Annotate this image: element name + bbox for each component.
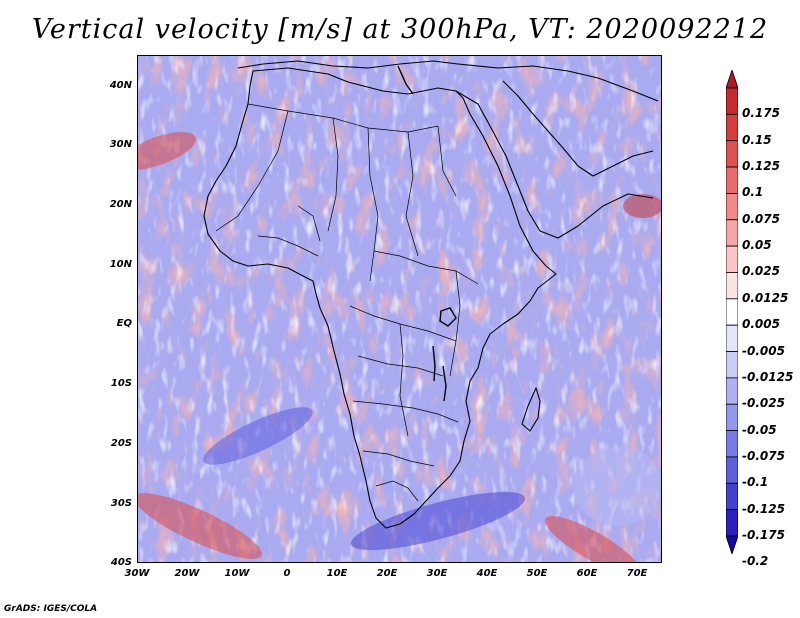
lat-tick-20n: 20N	[109, 199, 132, 210]
colorbar-label: 0.005	[742, 317, 780, 332]
colorbar-label: -0.005	[742, 343, 785, 358]
colorbar-label: 0.125	[742, 159, 780, 174]
colorbar-swatch	[726, 509, 738, 537]
lon-tick-40e: 40E	[476, 568, 498, 579]
colorbar-swatch	[726, 113, 738, 142]
colorbar-swatch	[726, 456, 738, 484]
colorbar-label: -0.125	[742, 501, 785, 516]
colorbar-label: 0.1	[742, 185, 764, 200]
colorbar	[726, 70, 738, 554]
lat-tick-30s: 30S	[110, 498, 132, 509]
colorbar-swatch	[726, 272, 738, 300]
colorbar-label: -0.05	[742, 422, 777, 437]
colorbar-swatch	[726, 70, 738, 89]
vertical-velocity-field	[138, 56, 661, 562]
colorbar-label: 0.025	[742, 264, 780, 279]
colorbar-swatch	[726, 193, 738, 221]
colorbar-swatch	[726, 140, 738, 168]
map-panel	[137, 55, 662, 563]
country-borders	[215, 103, 479, 502]
colorbar-swatch	[726, 403, 738, 431]
colorbar-swatch	[726, 219, 738, 247]
colorbar-label: -0.2	[742, 554, 769, 569]
lon-tick-20w: 20W	[174, 568, 200, 579]
lon-tick-50e: 50E	[526, 568, 548, 579]
lon-tick-10e: 10E	[326, 568, 348, 579]
colorbar-label: -0.0125	[742, 369, 794, 384]
colorbar-label: -0.1	[742, 475, 769, 490]
colorbar-label: 0.15	[742, 132, 772, 147]
colorbar-label: -0.175	[742, 528, 785, 542]
colorbar-label: -0.025	[742, 396, 785, 411]
lon-tick-30e: 30E	[426, 568, 448, 579]
field-neutral-pattern	[138, 56, 661, 562]
coastlines	[203, 60, 659, 529]
colorbar-label: 0.075	[742, 211, 780, 226]
lat-tick-10s: 10S	[110, 378, 132, 389]
colorbar-label: -0.075	[742, 448, 785, 463]
lon-tick-0: 0	[283, 568, 291, 579]
lon-tick-70e: 70E	[626, 568, 648, 579]
lat-tick-eq: EQ	[116, 318, 132, 329]
colorbar-swatch	[726, 87, 738, 115]
chart-title: Vertical velocity [m/s] at 300hPa, VT: 2…	[31, 14, 769, 45]
colorbar-label: 0.0125	[742, 290, 789, 305]
lat-tick-10n: 10N	[109, 259, 132, 270]
lakes	[397, 65, 457, 402]
colorbar-swatch	[726, 535, 738, 554]
credit-text: GrADS: IGES/COLA	[4, 604, 98, 614]
colorbar-label: 0.05	[742, 238, 772, 253]
colorbar-label: 0.175	[742, 106, 780, 121]
lat-tick-20s: 20S	[110, 438, 132, 449]
strong-anomaly-patches	[138, 132, 661, 562]
lon-tick-60e: 60E	[576, 568, 598, 579]
colorbar-swatch	[726, 377, 738, 405]
colorbar-swatch	[726, 298, 738, 326]
colorbar-swatch	[726, 430, 738, 458]
colorbar-swatch	[726, 166, 738, 194]
lon-tick-10w: 10W	[224, 568, 250, 579]
lat-tick-40s: 40S	[110, 557, 132, 568]
lat-tick-30n: 30N	[109, 139, 132, 150]
lat-tick-40n: 40N	[109, 80, 132, 91]
lon-tick-30w: 30W	[124, 568, 150, 579]
colorbar-swatch	[726, 482, 738, 511]
colorbar-swatch	[726, 351, 738, 379]
colorbar-swatch	[726, 245, 738, 273]
lon-tick-20e: 20E	[376, 568, 398, 579]
colorbar-swatch	[726, 324, 738, 352]
